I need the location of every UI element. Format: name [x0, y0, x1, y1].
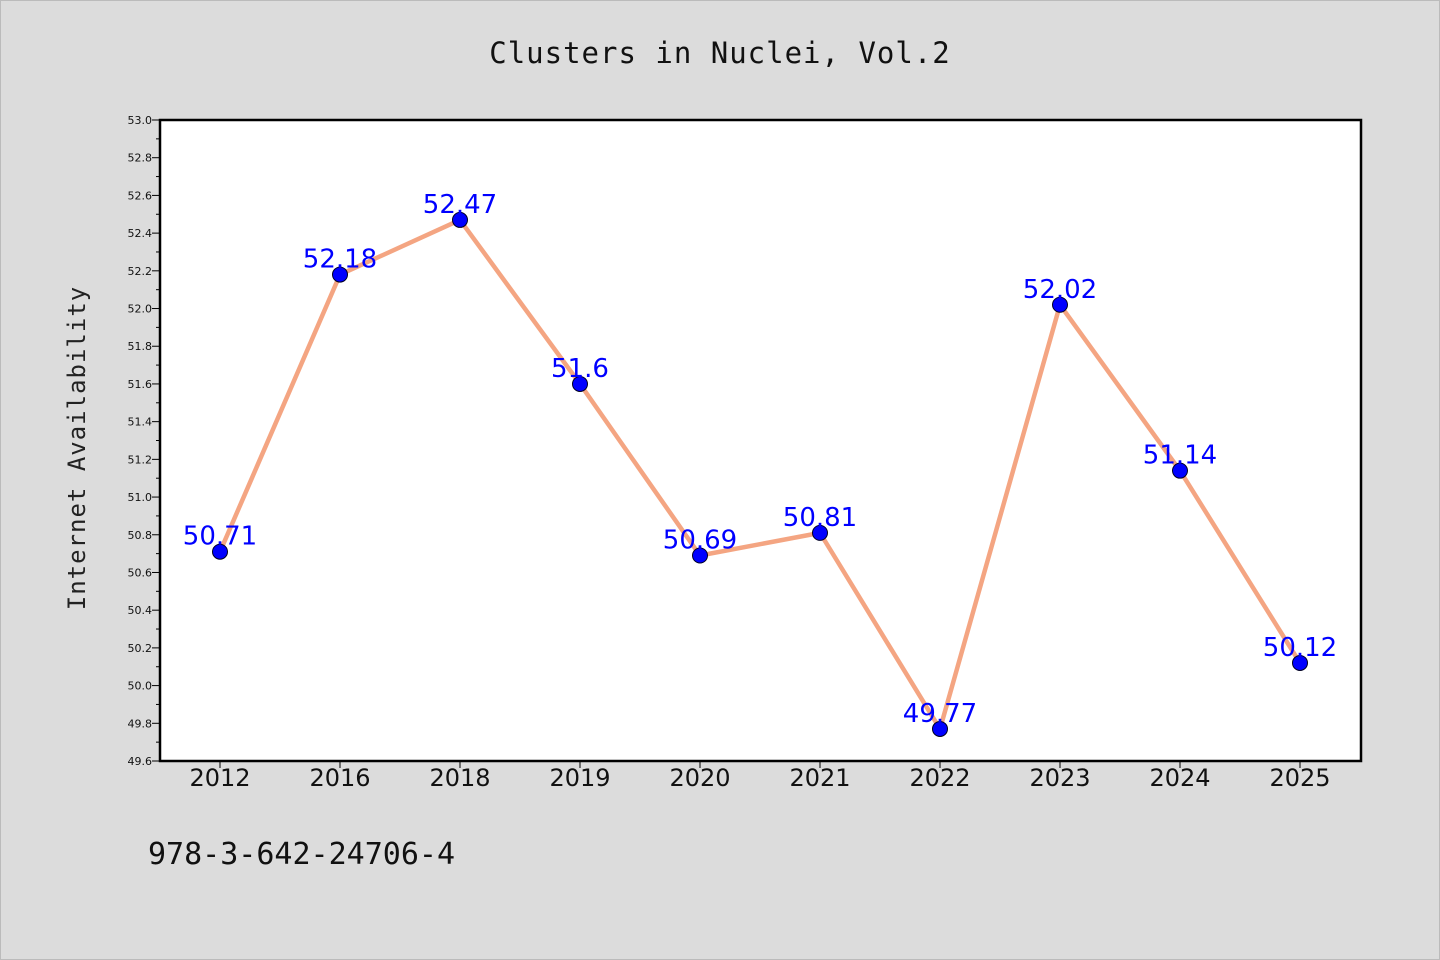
x-tick-label: 2023 [1029, 764, 1090, 792]
y-axis-ticks: 49.6 49.8 50.0 50.2 50.4 50.6 50.8 51.0 51.2 51.4… [128, 114, 160, 768]
x-tick-label: 2016 [309, 764, 370, 792]
x-tick-label: 2012 [189, 764, 250, 792]
y-tick-label: 50.2 [128, 642, 153, 655]
y-tick-label: 49.8 [128, 717, 153, 730]
series-line-group [217, 217, 1303, 732]
y-tick-label: 52.6 [128, 189, 153, 202]
isbn-text: 978-3-642-24706-4 [148, 837, 455, 872]
data-point [452, 211, 468, 228]
y-tick-label: 50.0 [128, 680, 153, 693]
data-point [692, 547, 708, 564]
x-tick-label: 2020 [669, 764, 730, 792]
data-label: 50.71 [183, 522, 257, 552]
y-tick-label: 51.8 [128, 340, 153, 353]
x-tick-label: 2018 [429, 764, 490, 792]
x-axis-ticks: 2012 2016 2018 2019 2020 2021 2022 2023 2024 2025 [189, 761, 1331, 792]
y-tick-label: 50.8 [128, 529, 153, 542]
data-label: 52.47 [423, 190, 497, 220]
data-labels: 50.71 52.18 52.47 51.6 50.69 50.81 49.77 52.02 5… [183, 190, 1337, 729]
x-tick-label: 2025 [1269, 764, 1330, 792]
y-tick-label: 52.8 [128, 152, 153, 165]
data-label: 52.18 [303, 245, 377, 275]
data-label: 50.69 [663, 526, 737, 556]
data-label: 51.6 [551, 354, 609, 384]
data-point [572, 375, 588, 392]
chart-title: Clusters in Nuclei, Vol.2 [489, 36, 951, 70]
x-tick-label: 2022 [909, 764, 970, 792]
y-tick-label: 52.0 [128, 303, 153, 316]
y-tick-label: 51.0 [128, 491, 153, 504]
data-point [332, 266, 348, 283]
x-tick-label: 2019 [549, 764, 610, 792]
data-label: 52.02 [1023, 275, 1097, 305]
y-tick-label: 50.6 [128, 566, 153, 579]
y-axis-label: Internet Availability [63, 286, 91, 610]
data-label: 50.81 [783, 503, 857, 533]
data-point [1052, 296, 1068, 313]
y-tick-label: 52.2 [128, 265, 153, 278]
data-label: 51.14 [1143, 441, 1217, 471]
y-tick-label: 51.6 [128, 378, 153, 391]
y-tick-label: 53.0 [128, 114, 153, 127]
data-point [812, 524, 828, 541]
x-tick-label: 2024 [1149, 764, 1210, 792]
y-tick-label: 49.6 [128, 755, 153, 768]
data-point [1292, 654, 1308, 671]
data-markers [212, 211, 1308, 737]
y-tick-label: 52.4 [128, 227, 153, 240]
y-tick-label: 51.2 [128, 453, 153, 466]
data-point [932, 720, 948, 737]
data-label: 49.77 [903, 699, 977, 729]
data-label: 50.12 [1263, 633, 1337, 663]
x-tick-label: 2021 [789, 764, 850, 792]
y-tick-label: 50.4 [128, 604, 153, 617]
data-point [1172, 462, 1188, 479]
data-point [212, 543, 228, 560]
series-line [217, 217, 1303, 732]
y-tick-label: 51.4 [128, 416, 153, 429]
